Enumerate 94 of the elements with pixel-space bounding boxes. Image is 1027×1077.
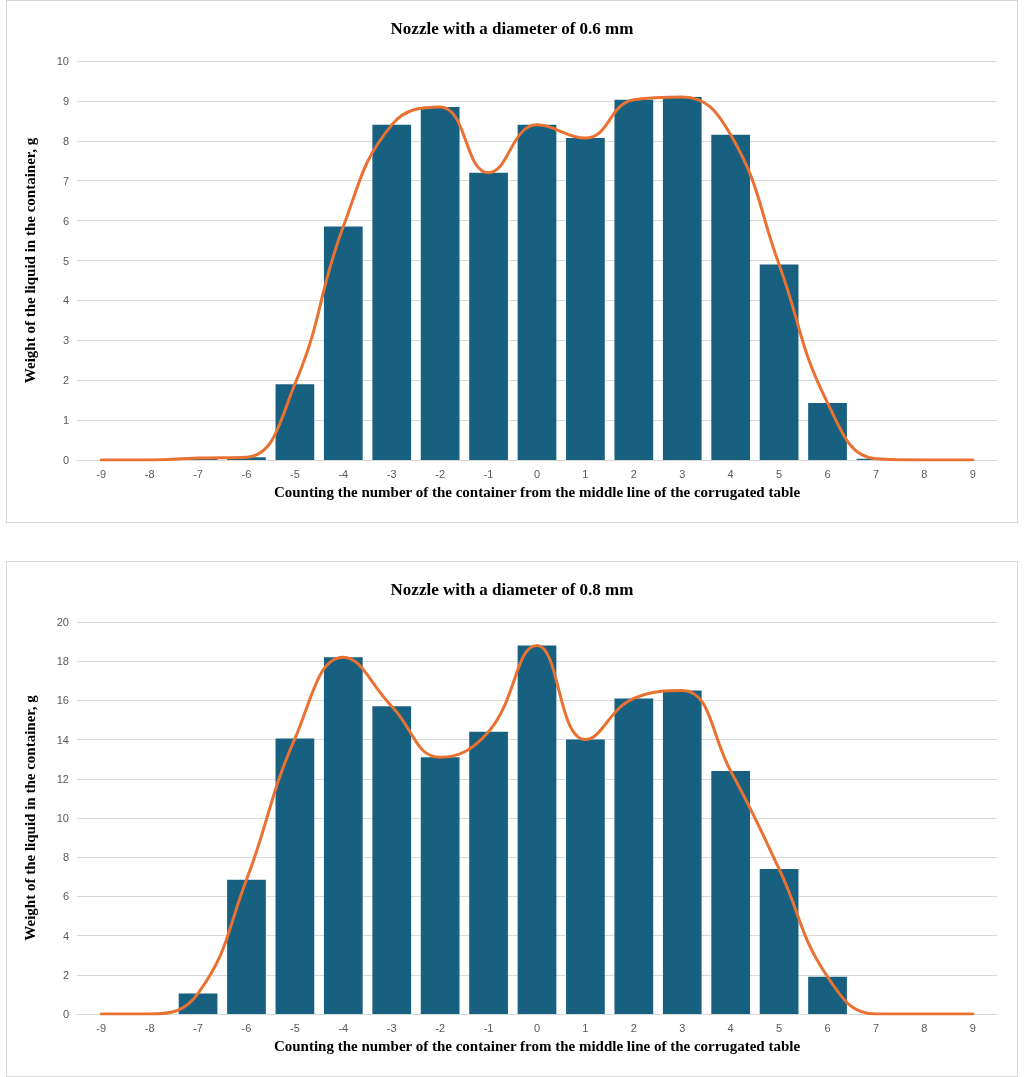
y-axis-title: Weight of the liquid in the container, g — [21, 137, 38, 384]
x-tick-label: -9 — [96, 467, 107, 480]
bar — [420, 106, 460, 460]
x-tick-label: -7 — [193, 467, 203, 480]
x-tick-label: -7 — [193, 1021, 203, 1034]
x-tick-label: 0 — [533, 1021, 541, 1034]
y-tick-label: 20 — [56, 616, 69, 628]
x-tick-label: -9 — [96, 1021, 107, 1034]
bar — [323, 226, 363, 460]
bar — [517, 645, 557, 1014]
x-tick-label: 1 — [582, 1021, 589, 1034]
x-axis-title: Counting the number of the container from the middle line of the corrugated table — [273, 1037, 801, 1054]
bar — [372, 706, 412, 1014]
x-tick-label: 1 — [582, 467, 589, 480]
y-tick-label: 3 — [62, 334, 69, 347]
y-tick-label: 2 — [62, 374, 69, 387]
y-tick-label: 9 — [62, 94, 69, 107]
x-tick-label: -1 — [483, 1021, 494, 1034]
bar — [662, 690, 702, 1014]
y-tick-label: 7 — [62, 174, 69, 187]
x-tick-label: 0 — [533, 467, 541, 480]
y-tick-label: 14 — [56, 733, 69, 746]
bar — [614, 99, 654, 460]
x-tick-label: 7 — [872, 1021, 880, 1034]
x-tick-label: 4 — [727, 1021, 734, 1034]
x-tick-label: 6 — [824, 467, 831, 480]
x-tick-label: 2 — [630, 467, 637, 480]
y-tick-label: 6 — [62, 214, 69, 227]
line-series — [99, 644, 975, 1016]
x-tick-label: -4 — [338, 1021, 349, 1034]
bar — [566, 138, 605, 460]
y-tick-label: 0 — [62, 454, 69, 466]
y-tick-label: 4 — [62, 929, 69, 942]
y-tick-label: 10 — [56, 812, 69, 824]
bar — [808, 976, 847, 1014]
y-axis-title: Weight of the liquid in the container, g — [21, 694, 38, 941]
bar — [227, 879, 266, 1014]
bar — [275, 738, 315, 1014]
bar — [808, 402, 847, 460]
bar — [662, 96, 702, 460]
y-tick-label: 6 — [62, 890, 69, 903]
y-tick-label: 8 — [62, 851, 69, 864]
y-tick-label: 10 — [56, 55, 69, 67]
line-series — [99, 95, 975, 462]
bar — [420, 757, 460, 1014]
bar — [372, 124, 412, 460]
x-tick-label: 5 — [776, 1021, 783, 1034]
x-tick-label: -1 — [483, 467, 494, 480]
y-tick-label: 18 — [56, 655, 69, 668]
chart-title: Nozzle with a diameter of 0.8 mm — [390, 580, 634, 599]
y-tick-label: 16 — [56, 694, 69, 707]
chart-title: Nozzle with a diameter of 0.6 mm — [390, 19, 634, 38]
x-tick-label: 3 — [679, 1021, 686, 1034]
x-tick-label: 6 — [824, 1021, 831, 1034]
x-tick-label: 4 — [727, 467, 734, 480]
x-tick-label: -6 — [241, 1021, 252, 1034]
bar — [275, 384, 315, 460]
bar — [517, 124, 557, 460]
bar — [711, 134, 751, 460]
x-tick-label: -5 — [290, 1021, 300, 1034]
x-tick-label: -6 — [241, 467, 252, 480]
x-tick-label: -2 — [435, 467, 446, 480]
x-tick-label: 2 — [630, 1021, 637, 1034]
bar — [469, 731, 508, 1014]
x-tick-label: 7 — [872, 467, 880, 480]
y-tick-label: 1 — [62, 414, 69, 427]
x-tick-label: -8 — [144, 467, 155, 480]
bar — [469, 172, 508, 460]
x-tick-label: 9 — [969, 1021, 976, 1034]
x-tick-label: -8 — [144, 1021, 155, 1034]
y-tick-label: 4 — [62, 294, 69, 307]
x-axis-title: Counting the number of the container from the middle line of the corrugated table — [273, 483, 801, 500]
x-tick-label: 9 — [969, 467, 976, 480]
x-tick-label: -2 — [435, 1021, 446, 1034]
x-tick-label: 8 — [921, 1021, 928, 1034]
y-tick-label: 12 — [56, 772, 69, 785]
x-tick-label: -4 — [338, 467, 349, 480]
bar — [323, 657, 363, 1014]
bar — [711, 770, 751, 1014]
bar — [566, 739, 605, 1014]
y-tick-label: 5 — [62, 254, 69, 267]
bar — [614, 698, 654, 1014]
x-tick-label: -5 — [290, 467, 300, 480]
bar — [759, 868, 799, 1014]
x-tick-label: 3 — [679, 467, 686, 480]
x-tick-label: 8 — [921, 467, 928, 480]
x-tick-label: -3 — [386, 467, 397, 480]
x-tick-label: 5 — [776, 467, 783, 480]
y-tick-label: 2 — [62, 968, 69, 981]
bar — [178, 993, 218, 1014]
x-tick-label: -3 — [386, 1021, 397, 1034]
y-tick-label: 8 — [62, 134, 69, 147]
bar — [759, 264, 799, 460]
y-tick-label: 0 — [62, 1008, 69, 1020]
